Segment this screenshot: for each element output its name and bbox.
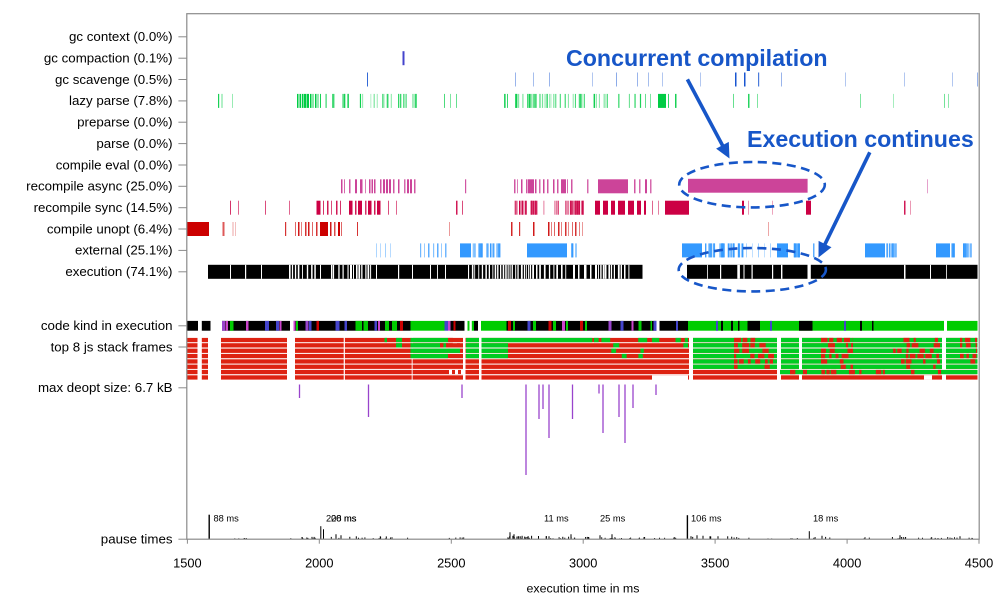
- svg-text:2000: 2000: [305, 556, 333, 571]
- svg-text:1500: 1500: [173, 556, 201, 571]
- svg-text:208 ms: 208 ms: [326, 514, 357, 524]
- svg-text:compile unopt (6.4%): compile unopt (6.4%): [47, 221, 173, 236]
- svg-text:11 ms: 11 ms: [544, 514, 569, 524]
- svg-text:preparse (0.0%): preparse (0.0%): [77, 115, 172, 130]
- svg-text:20 ms: 20 ms: [331, 514, 357, 524]
- svg-text:recompile async (25.0%): recompile async (25.0%): [26, 179, 172, 194]
- svg-text:4500: 4500: [965, 556, 993, 571]
- svg-text:gc compaction (0.1%): gc compaction (0.1%): [44, 51, 173, 66]
- svg-text:18 ms: 18 ms: [813, 514, 839, 524]
- svg-text:compile eval (0.0%): compile eval (0.0%): [56, 157, 173, 172]
- svg-text:Concurrent compilation: Concurrent compilation: [566, 45, 828, 71]
- svg-text:external (25.1%): external (25.1%): [75, 243, 173, 258]
- svg-text:recompile sync (14.5%): recompile sync (14.5%): [34, 200, 173, 215]
- svg-text:gc scavenge (0.5%): gc scavenge (0.5%): [55, 72, 173, 87]
- svg-text:execution (74.1%): execution (74.1%): [65, 264, 172, 279]
- svg-text:88 ms: 88 ms: [214, 514, 240, 524]
- svg-text:parse (0.0%): parse (0.0%): [96, 136, 172, 151]
- svg-text:code kind in execution: code kind in execution: [41, 318, 173, 333]
- svg-text:gc context (0.0%): gc context (0.0%): [69, 29, 172, 44]
- svg-text:3500: 3500: [701, 556, 729, 571]
- svg-text:106 ms: 106 ms: [691, 514, 722, 524]
- svg-text:execution time in ms: execution time in ms: [527, 582, 640, 596]
- svg-text:Execution continues: Execution continues: [747, 126, 974, 152]
- svg-text:25 ms: 25 ms: [600, 514, 626, 524]
- svg-text:3000: 3000: [569, 556, 597, 571]
- svg-text:4000: 4000: [833, 556, 861, 571]
- svg-text:top 8 js stack frames: top 8 js stack frames: [51, 339, 173, 354]
- svg-text:pause times: pause times: [101, 532, 173, 547]
- svg-text:lazy parse (7.8%): lazy parse (7.8%): [69, 93, 172, 108]
- svg-text:2500: 2500: [437, 556, 465, 571]
- svg-text:max deopt size: 6.7 kB: max deopt size: 6.7 kB: [38, 380, 173, 395]
